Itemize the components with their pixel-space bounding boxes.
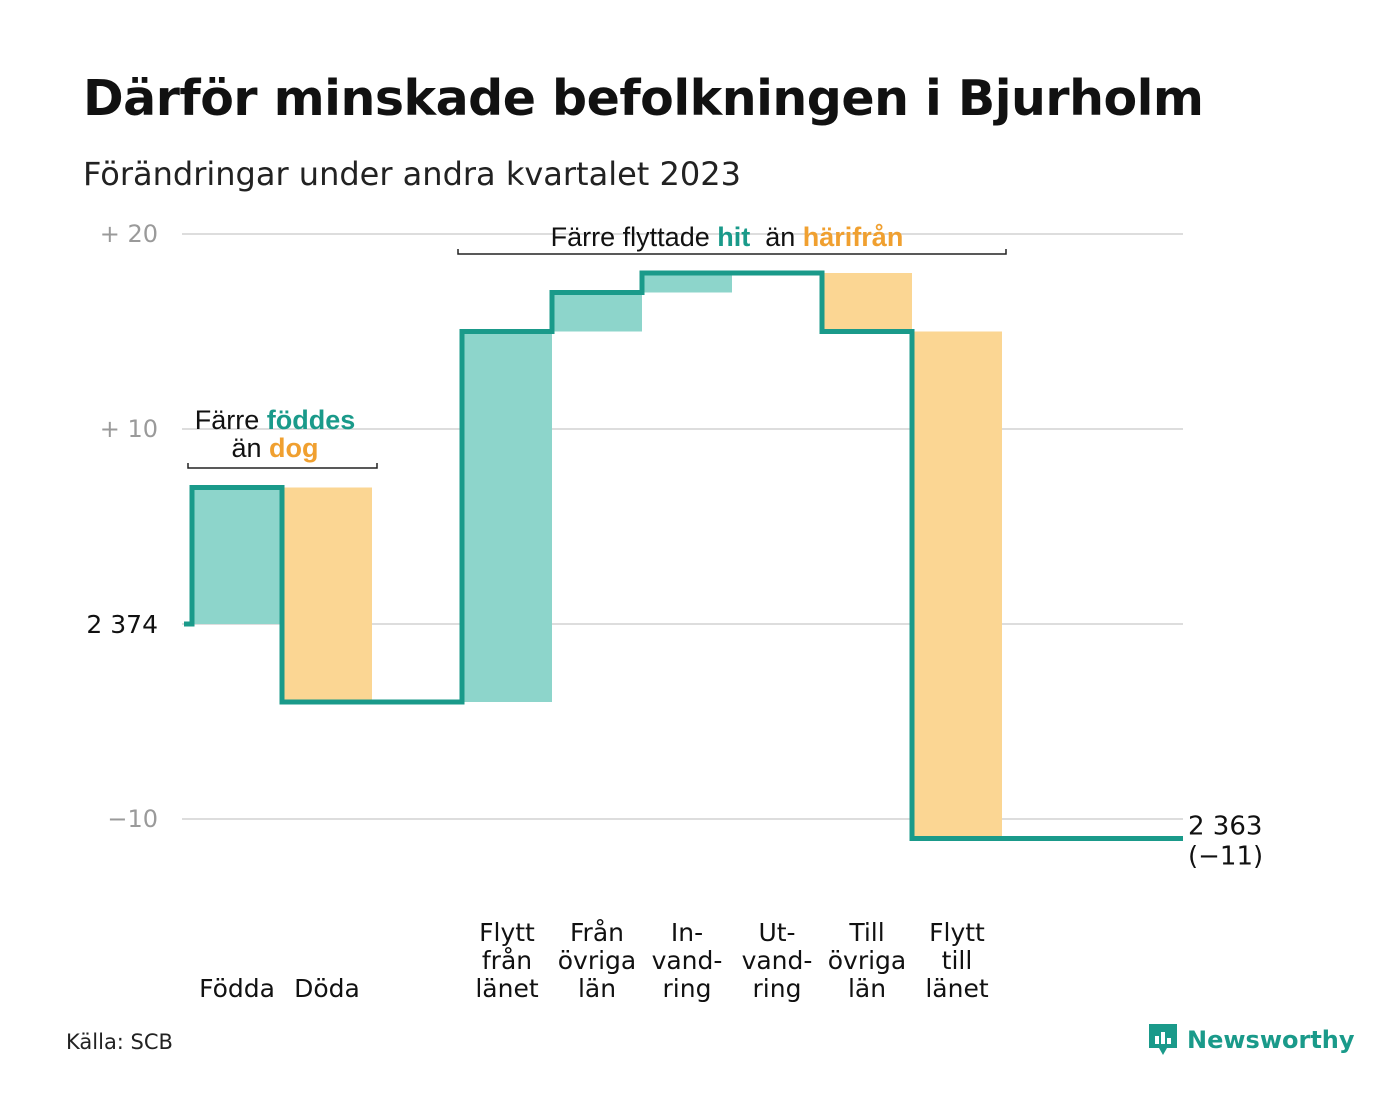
annotation-part: Färre flyttade: [551, 222, 718, 252]
category-label: Födda: [199, 974, 275, 1003]
migration-annotation: Färre flyttade hit än härifrån: [551, 222, 904, 252]
category-label-line: Flytt: [929, 918, 985, 947]
annotation-part: hit: [717, 222, 750, 252]
bar: [552, 292, 642, 332]
category-label-line: från: [482, 946, 532, 975]
annotation-part: än: [750, 222, 803, 252]
category-label: Flytt från länet: [475, 918, 538, 1003]
category-label: In-vand-ring: [652, 918, 723, 1003]
category-label: Till övriga län: [828, 918, 907, 1003]
category-label: Från övriga län: [558, 918, 637, 1003]
bar: [462, 331, 552, 702]
annotation-part: föddes: [267, 405, 356, 435]
chart-title: Därför minskade befolkningen i Bjurholm: [83, 70, 1204, 127]
category-label-line: län: [578, 974, 616, 1003]
brand-logo: Newsworthy: [1147, 1022, 1355, 1058]
category-label-line: Ut-: [758, 918, 795, 947]
category-label-line: övriga: [558, 946, 637, 975]
category-label-line: Till: [848, 918, 884, 947]
bar: [642, 273, 732, 293]
category-label-line: län: [848, 974, 886, 1003]
start-value-label: 2 374: [86, 610, 158, 639]
newsworthy-chart-icon: [1149, 1024, 1177, 1055]
y-tick-label: + 20: [100, 220, 158, 248]
category-label-line: ring: [663, 974, 712, 1003]
source-label: Källa: SCB: [66, 1030, 173, 1054]
category-label-line: Födda: [199, 974, 275, 1003]
category-label: Flytt till länet: [925, 918, 988, 1003]
category-label-line: till: [942, 946, 973, 975]
population-step-line: [184, 270, 1183, 841]
category-label-line: Flytt: [479, 918, 535, 947]
migration-bracket: [457, 249, 1007, 255]
bar: [282, 487, 372, 702]
category-label-line: övriga: [828, 946, 907, 975]
annotation-part: härifrån: [803, 222, 904, 252]
category-label-line: länet: [925, 974, 988, 1003]
category-label-line: Döda: [294, 974, 360, 1003]
category-label-line: In-: [671, 918, 703, 947]
bar: [822, 273, 912, 332]
births-annotation-line: än dog: [231, 433, 318, 463]
category-label-line: länet: [475, 974, 538, 1003]
end-change-label: (−11): [1188, 842, 1263, 872]
category-label-line: vand-: [742, 946, 813, 975]
chart-subtitle: Förändringar under andra kvartalet 2023: [83, 155, 741, 193]
y-tick-label: + 10: [100, 415, 158, 443]
bar: [192, 487, 282, 624]
births-bracket: [187, 463, 378, 469]
annotation-part: än: [231, 433, 269, 463]
category-label: Ut-vand-ring: [742, 918, 813, 1003]
annotation-part: Färre: [195, 405, 267, 435]
y-tick-label: −10: [107, 805, 158, 833]
end-value-label: 2 363: [1188, 812, 1262, 842]
brand-name: Newsworthy: [1187, 1026, 1355, 1054]
births-annotation: Färre föddes: [195, 405, 356, 435]
category-label-line: vand-: [652, 946, 723, 975]
bar: [912, 331, 1002, 839]
category-label: Döda: [294, 974, 360, 1003]
category-label-line: ring: [753, 974, 802, 1003]
annotation-part: dog: [269, 433, 318, 463]
category-label-line: Från: [570, 918, 624, 947]
